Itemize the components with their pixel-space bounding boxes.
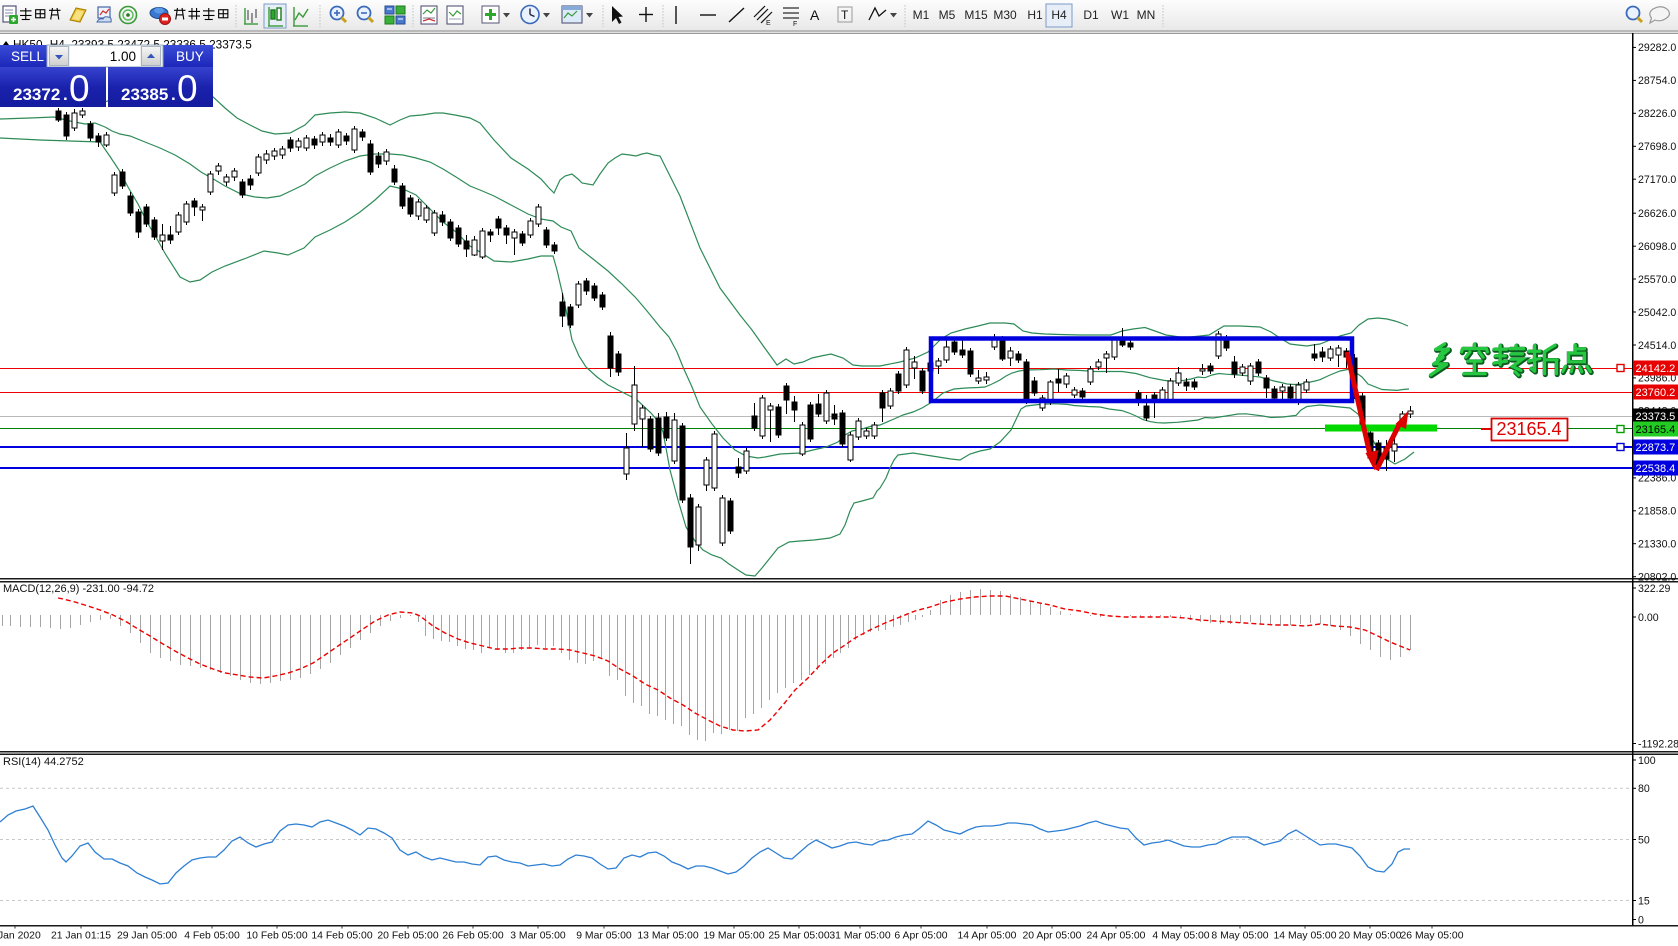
svg-text:80: 80	[1638, 783, 1650, 795]
svg-text:22873.7: 22873.7	[1636, 442, 1676, 454]
svg-text:322.29: 322.29	[1638, 583, 1671, 595]
svg-text:29282.0: 29282.0	[1638, 42, 1676, 54]
svg-text:26098.0: 26098.0	[1638, 241, 1676, 253]
svg-text:4 Feb 05:00: 4 Feb 05:00	[184, 931, 240, 942]
svg-text:.: .	[63, 85, 68, 104]
svg-text:14 Apr 05:00: 14 Apr 05:00	[958, 931, 1017, 942]
svg-text:20 Apr 05:00: 20 Apr 05:00	[1023, 931, 1082, 942]
svg-text:24 Apr 05:00: 24 Apr 05:00	[1087, 931, 1146, 942]
svg-text:31 Mar 05:00: 31 Mar 05:00	[829, 931, 890, 942]
svg-text:SELL: SELL	[11, 49, 45, 64]
svg-text:25042.0: 25042.0	[1638, 307, 1676, 319]
svg-text:RSI(14) 44.2752: RSI(14) 44.2752	[3, 756, 84, 768]
svg-text:27698.0: 27698.0	[1638, 141, 1676, 153]
svg-text:-1192.28: -1192.28	[1638, 738, 1678, 750]
svg-text:.: .	[171, 85, 176, 104]
svg-text:22538.4: 22538.4	[1636, 463, 1676, 475]
svg-text:M30: M30	[993, 8, 1017, 22]
svg-text:23986.0: 23986.0	[1638, 373, 1676, 385]
svg-text:M5: M5	[939, 8, 956, 22]
svg-text:23373.5: 23373.5	[1636, 411, 1676, 423]
svg-text:9 Mar 05:00: 9 Mar 05:00	[576, 931, 632, 942]
svg-text:14 Feb 05:00: 14 Feb 05:00	[311, 931, 372, 942]
svg-text:D1: D1	[1083, 8, 1099, 22]
svg-text:23372: 23372	[13, 85, 60, 104]
svg-text:H1: H1	[1027, 8, 1043, 22]
svg-text:19 Mar 05:00: 19 Mar 05:00	[703, 931, 764, 942]
svg-text:15: 15	[1638, 895, 1650, 907]
svg-text:MACD(12,26,9) -231.00 -94.72: MACD(12,26,9) -231.00 -94.72	[3, 583, 154, 595]
svg-text:23165.4: 23165.4	[1496, 419, 1561, 439]
svg-text:25 Mar 05:00: 25 Mar 05:00	[768, 931, 829, 942]
svg-text:20802.0: 20802.0	[1638, 572, 1676, 584]
svg-text:26 Feb 05:00: 26 Feb 05:00	[442, 931, 503, 942]
svg-text:20 May 05:00: 20 May 05:00	[1339, 931, 1402, 942]
svg-text:W1: W1	[1111, 8, 1129, 22]
svg-text:MN: MN	[1137, 8, 1156, 22]
svg-text:0: 0	[177, 68, 198, 109]
svg-text:H4: H4	[1051, 8, 1067, 22]
svg-text:27170.0: 27170.0	[1638, 174, 1676, 186]
svg-text:100: 100	[1638, 755, 1656, 767]
svg-text:29 Jan 05:00: 29 Jan 05:00	[117, 931, 177, 942]
svg-text:0.00: 0.00	[1638, 612, 1659, 624]
svg-text:26626.0: 26626.0	[1638, 208, 1676, 220]
svg-text:A: A	[810, 7, 820, 23]
svg-text:4 May 05:00: 4 May 05:00	[1152, 931, 1209, 942]
svg-text:BUY: BUY	[176, 49, 204, 64]
svg-text:1.00: 1.00	[110, 49, 136, 64]
svg-text:3 Mar 05:00: 3 Mar 05:00	[510, 931, 566, 942]
svg-text:10 Feb 05:00: 10 Feb 05:00	[246, 931, 307, 942]
svg-text:50: 50	[1638, 834, 1650, 846]
svg-text:25570.0: 25570.0	[1638, 274, 1676, 286]
svg-text:5 Jan 2020: 5 Jan 2020	[0, 931, 41, 942]
svg-text:13 Mar 05:00: 13 Mar 05:00	[637, 931, 698, 942]
svg-text:14 May 05:00: 14 May 05:00	[1274, 931, 1337, 942]
svg-text:21330.0: 21330.0	[1638, 539, 1676, 551]
svg-text:24514.0: 24514.0	[1638, 340, 1676, 352]
svg-text:24142.2: 24142.2	[1636, 363, 1676, 375]
svg-text:T: T	[841, 8, 849, 22]
svg-text:23385: 23385	[121, 85, 168, 104]
svg-text:28226.0: 28226.0	[1638, 108, 1676, 120]
svg-text:20 Feb 05:00: 20 Feb 05:00	[377, 931, 438, 942]
svg-text:21858.0: 21858.0	[1638, 506, 1676, 518]
svg-text:E: E	[766, 20, 771, 27]
svg-text:0: 0	[69, 68, 90, 109]
svg-text:22386.0: 22386.0	[1638, 473, 1676, 485]
svg-text:8 May 05:00: 8 May 05:00	[1211, 931, 1268, 942]
svg-text:21 Jan 01:15: 21 Jan 01:15	[51, 931, 111, 942]
svg-text:M15: M15	[964, 8, 988, 22]
svg-text:26 May 05:00: 26 May 05:00	[1401, 931, 1464, 942]
svg-text:0: 0	[1638, 914, 1644, 926]
svg-text:23760.2: 23760.2	[1636, 387, 1676, 399]
svg-text:6 Apr 05:00: 6 Apr 05:00	[894, 931, 947, 942]
svg-text:F: F	[793, 21, 797, 28]
svg-text:28754.0: 28754.0	[1638, 75, 1676, 87]
svg-text:23165.4: 23165.4	[1636, 424, 1676, 436]
svg-text:M1: M1	[913, 8, 930, 22]
